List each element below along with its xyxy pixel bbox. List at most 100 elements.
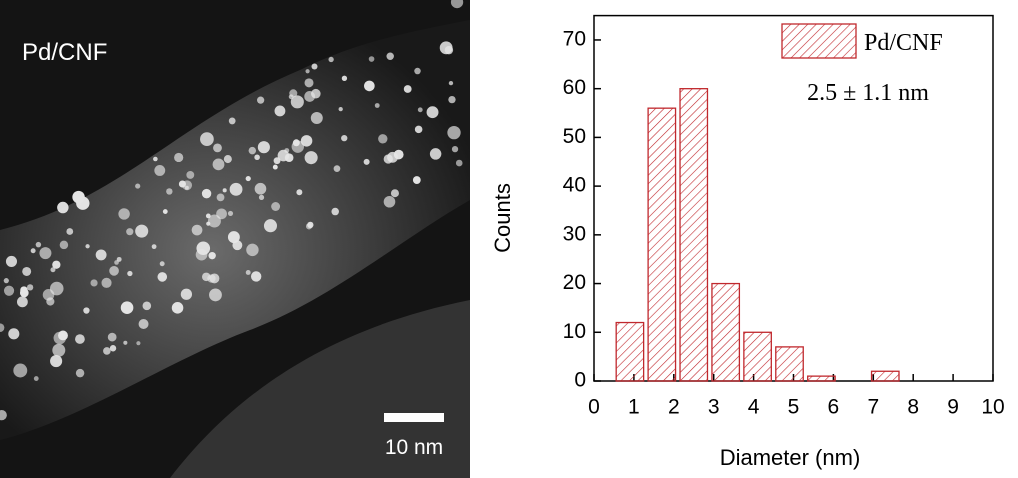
particle [255,183,267,195]
particle [440,41,453,54]
particle [224,155,232,163]
particle [85,244,89,248]
particle [386,53,393,60]
particle [127,271,132,276]
particle [257,97,264,104]
particle [275,106,286,117]
particle [448,96,455,103]
particle [291,95,304,108]
particle [364,159,370,165]
y-tick-label: 50 [563,125,586,148]
particle [103,347,111,355]
particle [76,369,84,377]
particle [369,56,375,62]
y-tick-label: 30 [563,222,586,245]
particle [118,208,129,219]
particle [246,244,258,256]
particle [192,225,203,236]
x-tick-label: 6 [828,396,840,419]
particle [246,270,251,275]
particle [108,333,117,342]
particle [152,244,157,249]
particle [339,107,343,111]
particle [153,157,158,162]
particle [182,180,192,190]
particle [415,126,423,134]
particle [72,191,84,203]
particle [43,289,55,301]
particle [311,112,323,124]
particle [217,193,225,201]
x-axis-label: Diameter (nm) [720,445,861,470]
particle [57,202,68,213]
particle [110,345,116,351]
bar [744,332,771,381]
particle [22,267,31,276]
particle [13,364,27,378]
particle [181,289,192,300]
particle [404,85,412,93]
particle [449,81,453,85]
bar [616,323,643,381]
particle [8,328,19,339]
bar [808,376,835,381]
particle [304,91,315,102]
particle [258,141,270,153]
particle [296,189,302,195]
particle [249,147,256,154]
particle [27,284,33,290]
particle [229,118,236,125]
particle [230,183,243,196]
particle [166,188,172,194]
bar [872,371,899,381]
particle [228,211,233,216]
y-tick-label: 20 [563,271,586,294]
y-tick-label: 10 [563,320,586,343]
particle [264,219,277,232]
particle [259,195,264,200]
particle [96,249,107,260]
particle [328,57,333,62]
particle [213,158,225,170]
particle [305,78,314,87]
x-tick-label: 2 [668,396,680,419]
particle [391,189,399,197]
particle [364,81,375,92]
x-tick-label: 8 [907,396,919,419]
x-tick-label: 3 [708,396,720,419]
particle [430,148,441,159]
particle [202,189,211,198]
particle [378,134,387,143]
particle [157,272,167,282]
particle [136,341,140,345]
particle [36,242,41,247]
particle [284,148,289,153]
particle [83,307,89,313]
bar [680,89,707,381]
particle [66,228,73,235]
image-label: Pd/CNF [22,39,107,66]
particle [251,271,261,281]
particle [58,331,68,341]
bar [776,347,803,381]
x-tick-label: 1 [628,396,640,419]
particle [223,188,227,192]
particle [209,288,222,301]
bar [712,284,739,381]
particle [447,126,460,139]
particle [271,202,280,211]
particle [232,240,242,250]
particle [375,103,380,108]
x-tick-label: 10 [981,396,1004,419]
particle [101,278,111,288]
particle [207,274,215,282]
particle [163,209,168,214]
particle [172,302,184,314]
particle [39,247,51,259]
scale-bar [384,413,444,422]
particle [20,286,27,293]
particle [196,249,208,261]
particle [305,151,318,164]
particle [311,64,317,70]
particle [186,171,194,179]
